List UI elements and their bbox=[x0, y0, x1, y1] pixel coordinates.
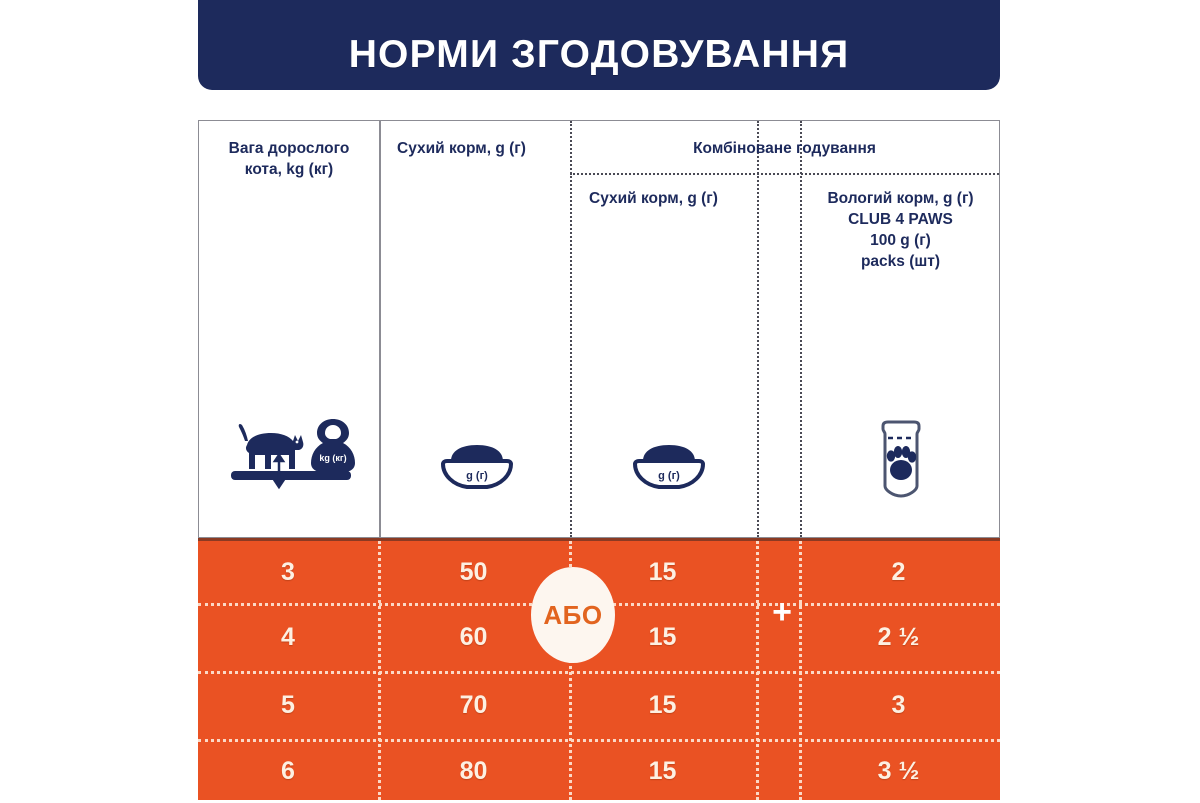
cell-combined-wet: 3 ½ bbox=[877, 756, 920, 785]
plus-sign: + bbox=[762, 590, 802, 634]
header-combined-group: Комбіноване годування bbox=[570, 139, 999, 160]
column-divider-3 bbox=[757, 121, 759, 537]
table-row: 3 bbox=[799, 671, 998, 739]
column-divider-2 bbox=[570, 121, 572, 537]
cell-dry-only: 80 bbox=[459, 756, 488, 785]
cell-combined-wet: 3 bbox=[891, 690, 906, 719]
row-separator-2 bbox=[198, 671, 1000, 674]
table-row: 4 bbox=[198, 603, 378, 671]
data-column-divider-1 bbox=[378, 541, 381, 800]
cell-weight: 6 bbox=[281, 756, 295, 785]
cell-combined-wet: 2 ½ bbox=[877, 622, 920, 651]
cell-combined-dry: 15 bbox=[648, 690, 677, 719]
table-row: 3 ½ bbox=[799, 739, 998, 803]
column-divider-1 bbox=[379, 121, 381, 537]
cat-scale-icon-slot: kg (кг) bbox=[199, 406, 379, 516]
plus-sign-label: + bbox=[772, 592, 792, 631]
bowl-icon-2-label: g (г) bbox=[658, 470, 680, 482]
table-row: 50 bbox=[378, 541, 569, 603]
header-combined-wet-line3: 100 g (г) bbox=[870, 231, 931, 249]
header-combined-dry: Сухий корм, g (г) bbox=[579, 189, 769, 210]
header-combined-wet: Вологий корм, g (г) CLUB 4 PAWS 100 g (г… bbox=[802, 189, 999, 273]
row-separator-3 bbox=[198, 739, 1000, 742]
header-dry-only: Сухий корм, g (г) bbox=[387, 139, 577, 160]
cell-dry-only: 50 bbox=[459, 557, 488, 586]
or-badge: АБО bbox=[531, 567, 615, 663]
header-combined-wet-line2: CLUB 4 PAWS bbox=[848, 210, 953, 228]
scale-icon-label: kg (кг) bbox=[319, 453, 346, 463]
or-badge-label: АБО bbox=[543, 599, 603, 630]
data-column-divider-4 bbox=[799, 541, 802, 800]
table-row: 80 bbox=[378, 739, 569, 803]
table-row: 6 bbox=[198, 739, 378, 803]
cell-combined-dry: 15 bbox=[648, 557, 677, 586]
table-row: 2 ½ bbox=[799, 603, 998, 671]
bowl-icon-label: g (г) bbox=[466, 470, 488, 482]
column-divider-4 bbox=[800, 121, 802, 537]
table-row: 3 bbox=[198, 541, 378, 603]
food-bowl-icon-2: g (г) bbox=[632, 445, 706, 489]
table-row: 70 bbox=[378, 671, 569, 739]
header-combined-wet-line4: packs (шт) bbox=[860, 252, 941, 270]
page-title: НОРМИ ЗГОДОВУВАННЯ bbox=[348, 33, 850, 76]
table-row: 60 bbox=[378, 603, 569, 671]
header-weight: Вага дорослого кота, kg (кг) bbox=[199, 139, 379, 181]
cell-combined-wet: 2 bbox=[891, 557, 906, 586]
header-weight-line1: Вага дорослого bbox=[228, 140, 350, 157]
cell-combined-dry: 15 bbox=[648, 756, 677, 785]
header-weight-line2: кота, kg (кг) bbox=[244, 160, 334, 178]
table-row: 15 bbox=[569, 671, 756, 739]
table-row: 15 bbox=[569, 603, 756, 671]
data-column-divider-3 bbox=[756, 541, 759, 800]
cell-dry-only: 60 bbox=[459, 622, 488, 651]
combined-group-underline bbox=[570, 173, 999, 175]
table-row: 2 bbox=[799, 541, 998, 603]
cat-on-scale-icon: kg (кг) bbox=[231, 419, 355, 490]
title-banner: НОРМИ ЗГОДОВУВАННЯ bbox=[198, 0, 1000, 90]
cell-weight: 5 bbox=[281, 690, 295, 719]
bowl-icon-slot-dry: g (г) bbox=[387, 421, 567, 511]
wet-food-pouch-icon bbox=[881, 420, 920, 498]
table-row: 5 bbox=[198, 671, 378, 739]
table-row: 15 bbox=[569, 541, 756, 603]
cell-weight: 4 bbox=[281, 622, 295, 651]
pouch-icon-slot bbox=[802, 406, 999, 516]
header-combined-group-text: Комбіноване годування bbox=[693, 140, 876, 157]
header-dry-only-text: Сухий корм, g (г) bbox=[397, 140, 526, 157]
feeding-table-header: Вага дорослого кота, kg (кг) Сухий корм,… bbox=[198, 120, 1000, 538]
header-combined-wet-line1: Вологий корм, g (г) bbox=[827, 190, 974, 207]
bowl-icon-slot-combined: g (г) bbox=[579, 421, 759, 511]
food-bowl-icon: g (г) bbox=[440, 445, 514, 489]
header-combined-dry-text: Сухий корм, g (г) bbox=[589, 190, 718, 207]
cell-dry-only: 70 bbox=[459, 690, 488, 719]
data-column-divider-2 bbox=[569, 541, 572, 800]
cell-combined-dry: 15 bbox=[648, 622, 677, 651]
cell-weight: 3 bbox=[281, 557, 295, 586]
table-row: 15 bbox=[569, 739, 756, 803]
